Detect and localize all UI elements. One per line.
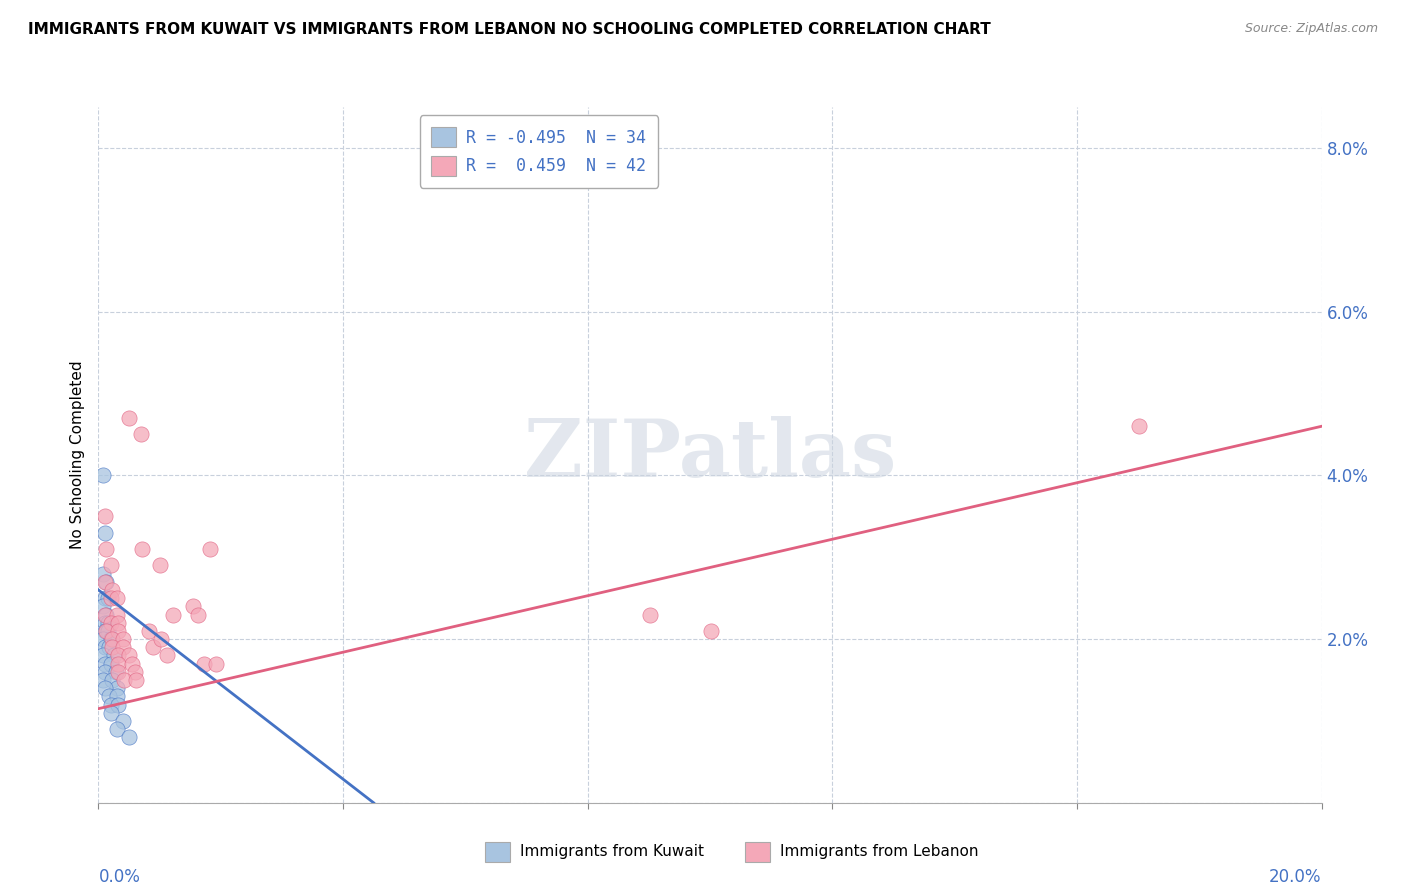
Point — [105, 681, 128, 696]
Point — [138, 624, 160, 638]
Point — [104, 665, 127, 679]
Point — [93, 665, 115, 679]
Point — [98, 640, 121, 655]
Point — [149, 632, 172, 646]
Point — [101, 632, 124, 646]
Point — [93, 657, 115, 671]
Point — [91, 599, 114, 614]
Point — [156, 648, 179, 663]
Text: IMMIGRANTS FROM KUWAIT VS IMMIGRANTS FROM LEBANON NO SCHOOLING COMPLETED CORRELA: IMMIGRANTS FROM KUWAIT VS IMMIGRANTS FRO… — [28, 22, 991, 37]
Point — [149, 558, 172, 573]
Point — [93, 624, 115, 638]
Point — [101, 673, 124, 687]
Point — [93, 640, 115, 655]
Point — [100, 698, 122, 712]
Point — [118, 731, 141, 745]
Point — [93, 525, 115, 540]
Point — [111, 640, 134, 655]
Point — [181, 599, 204, 614]
Point — [100, 591, 122, 606]
Point — [91, 468, 114, 483]
Point — [100, 657, 122, 671]
Point — [100, 558, 122, 573]
Legend: R = -0.495  N = 34, R =  0.459  N = 42: R = -0.495 N = 34, R = 0.459 N = 42 — [419, 115, 658, 187]
Point — [105, 722, 128, 736]
Point — [93, 509, 115, 524]
Text: Immigrants from Lebanon: Immigrants from Lebanon — [780, 845, 979, 859]
Point — [131, 542, 153, 557]
Point — [118, 648, 141, 663]
Text: ZIPatlas: ZIPatlas — [524, 416, 896, 494]
Point — [105, 607, 128, 622]
Point — [198, 542, 221, 557]
Point — [107, 615, 129, 630]
Point — [100, 632, 122, 646]
Point — [97, 624, 120, 638]
Point — [97, 591, 120, 606]
Point — [142, 640, 165, 655]
Point — [112, 673, 135, 687]
Point — [124, 665, 146, 679]
Point — [94, 542, 117, 557]
Point — [193, 657, 215, 671]
Point — [93, 607, 115, 622]
Point — [700, 624, 723, 638]
Point — [91, 648, 114, 663]
Text: 20.0%: 20.0% — [1270, 868, 1322, 887]
Point — [125, 673, 148, 687]
Point — [121, 657, 143, 671]
Point — [91, 566, 114, 581]
Point — [186, 607, 208, 622]
Point — [98, 690, 121, 704]
Point — [91, 673, 114, 687]
Point — [101, 582, 124, 597]
Point — [94, 624, 117, 638]
Text: 0.0%: 0.0% — [98, 868, 141, 887]
Point — [105, 591, 128, 606]
Point — [94, 574, 117, 589]
Point — [107, 698, 129, 712]
Point — [105, 690, 128, 704]
Point — [205, 657, 228, 671]
Point — [118, 411, 141, 425]
Point — [91, 632, 114, 646]
Point — [129, 427, 152, 442]
Point — [93, 615, 115, 630]
Point — [93, 681, 115, 696]
Point — [94, 607, 117, 622]
Point — [100, 706, 122, 720]
Point — [100, 615, 122, 630]
Point — [111, 714, 134, 728]
Point — [107, 665, 129, 679]
Point — [162, 607, 184, 622]
Point — [101, 640, 124, 655]
Text: Immigrants from Kuwait: Immigrants from Kuwait — [520, 845, 704, 859]
Point — [97, 615, 120, 630]
Text: Source: ZipAtlas.com: Source: ZipAtlas.com — [1244, 22, 1378, 36]
Point — [638, 607, 661, 622]
Point — [1128, 419, 1150, 434]
Point — [111, 632, 134, 646]
Point — [93, 591, 115, 606]
Point — [107, 624, 129, 638]
Point — [93, 574, 115, 589]
Point — [103, 648, 125, 663]
Y-axis label: No Schooling Completed: No Schooling Completed — [69, 360, 84, 549]
Point — [107, 657, 129, 671]
Point — [107, 648, 129, 663]
